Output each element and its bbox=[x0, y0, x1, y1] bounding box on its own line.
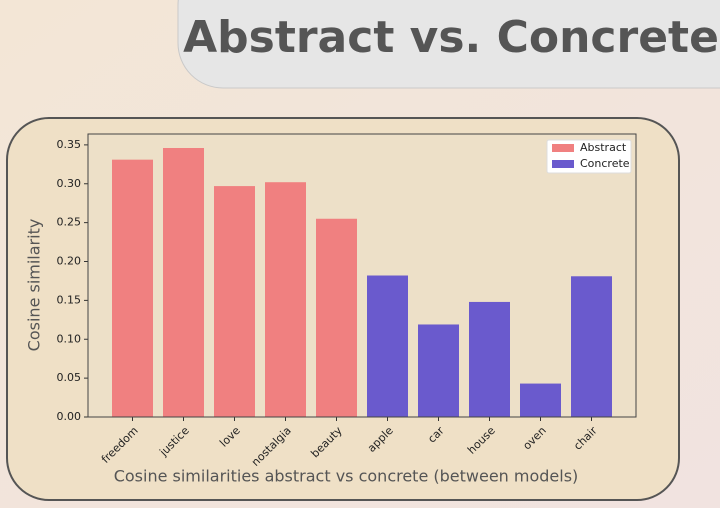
y-tick-label: 0.05 bbox=[57, 371, 82, 384]
bar bbox=[112, 159, 153, 417]
y-tick-label: 0.30 bbox=[57, 177, 82, 190]
legend-swatch bbox=[552, 144, 574, 152]
bar bbox=[418, 324, 459, 417]
legend-label: Abstract bbox=[580, 141, 627, 154]
y-tick-label: 0.35 bbox=[57, 138, 82, 151]
x-axis-label: Cosine similarities abstract vs concrete… bbox=[114, 467, 579, 486]
y-tick-label: 0.20 bbox=[57, 255, 82, 268]
y-axis-label: Cosine similarity bbox=[25, 219, 44, 352]
bar bbox=[316, 218, 357, 417]
bar bbox=[571, 276, 612, 417]
bar bbox=[520, 383, 561, 417]
bar bbox=[214, 186, 255, 417]
bar bbox=[265, 182, 306, 417]
y-tick-label: 0.00 bbox=[57, 410, 82, 423]
legend-swatch bbox=[552, 160, 574, 168]
title-banner bbox=[177, 0, 720, 89]
legend-label: Concrete bbox=[580, 157, 630, 170]
y-tick-label: 0.25 bbox=[57, 216, 82, 229]
bar bbox=[469, 301, 510, 417]
y-tick-label: 0.10 bbox=[57, 332, 82, 345]
slide-title: Abstract vs. Concrete bbox=[183, 12, 719, 63]
bar bbox=[163, 147, 204, 417]
plot-frame bbox=[87, 133, 637, 418]
bar bbox=[367, 275, 408, 417]
y-tick-label: 0.15 bbox=[57, 293, 82, 306]
